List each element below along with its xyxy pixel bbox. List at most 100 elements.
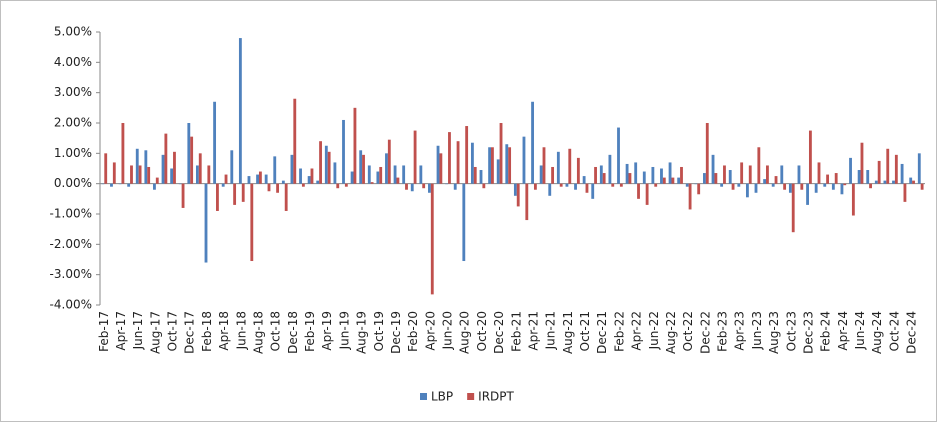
- x-tick-label: Jun-17: [131, 311, 145, 350]
- bar: [840, 183, 844, 195]
- bar: [301, 183, 305, 187]
- bar: [491, 147, 494, 184]
- x-tick-label: Feb-21: [509, 311, 523, 352]
- x-tick-label: Dec-18: [286, 311, 300, 354]
- x-tick-label: Aug-19: [355, 311, 369, 354]
- bar: [763, 179, 767, 184]
- bar: [866, 170, 870, 184]
- bar: [430, 183, 434, 295]
- bar: [617, 127, 620, 184]
- bar: [599, 165, 603, 184]
- bar: [651, 166, 655, 184]
- bar: [376, 171, 380, 184]
- bar: [806, 183, 809, 205]
- bar: [413, 130, 417, 184]
- bar: [198, 153, 202, 184]
- x-tick-label: Apr-23: [733, 311, 747, 351]
- x-tick-label: Oct-17: [166, 311, 180, 351]
- x-tick-label: Jun-23: [750, 311, 764, 350]
- x-tick-label: Apr-18: [217, 311, 231, 351]
- x-tick-label: Dec-19: [389, 311, 403, 354]
- bar: [780, 165, 784, 184]
- x-tick-label: Jun-20: [441, 311, 455, 350]
- bar: [187, 123, 191, 184]
- bar: [585, 183, 589, 193]
- bar: [448, 132, 451, 184]
- bar: [396, 177, 400, 184]
- bar: [685, 183, 689, 187]
- bar: [319, 141, 322, 184]
- bar: [668, 162, 672, 184]
- x-tick-label: Jun-22: [647, 311, 661, 350]
- bar: [170, 168, 174, 184]
- x-tick-label: Apr-20: [423, 311, 437, 351]
- bar: [470, 142, 474, 184]
- bar: [582, 176, 586, 184]
- legend-swatch: [420, 393, 427, 400]
- bar: [516, 183, 520, 207]
- bar: [147, 166, 151, 184]
- x-tick-label: Apr-22: [630, 311, 644, 351]
- bar: [465, 126, 469, 184]
- legend-label: IRDPT: [478, 390, 514, 404]
- bar: [662, 177, 666, 184]
- bar: [181, 183, 185, 208]
- bar: [281, 180, 285, 184]
- bar: [791, 183, 795, 233]
- x-tick-label: Oct-22: [681, 311, 695, 351]
- bar: [307, 176, 311, 184]
- y-tick-label: 1.00%: [54, 146, 92, 160]
- bar: [788, 183, 792, 193]
- x-tick-label: Jun-18: [234, 311, 248, 350]
- bar: [677, 177, 681, 184]
- bar: [405, 183, 408, 190]
- bar: [594, 166, 597, 184]
- bar: [118, 183, 122, 185]
- y-tick-label: 2.00%: [54, 116, 92, 130]
- bar: [256, 174, 259, 184]
- bar: [499, 123, 503, 184]
- x-tick-label: Apr-21: [526, 311, 540, 351]
- bar: [110, 183, 113, 187]
- x-tick-label: Oct-23: [784, 311, 798, 351]
- x-tick-label: Aug-21: [561, 311, 575, 354]
- bar: [250, 183, 254, 262]
- bar: [276, 183, 280, 193]
- bar: [748, 165, 752, 184]
- bar: [757, 147, 761, 184]
- bar: [310, 168, 314, 184]
- bar: [539, 165, 543, 184]
- bar: [419, 165, 423, 184]
- bar: [860, 142, 864, 184]
- bar: [611, 183, 615, 187]
- bar: [522, 136, 526, 184]
- bar: [771, 183, 775, 187]
- x-tick-label: Aug-23: [767, 311, 781, 354]
- bar: [422, 183, 426, 189]
- legend-label: LBP: [431, 390, 453, 404]
- bar: [233, 183, 237, 205]
- bar: [886, 148, 890, 184]
- x-tick-label: Dec-17: [183, 311, 197, 354]
- x-tick-label: Aug-20: [458, 311, 472, 354]
- bar: [849, 157, 852, 184]
- bar: [703, 173, 706, 184]
- bar: [173, 151, 176, 184]
- x-tick-label: Dec-24: [905, 311, 919, 354]
- bar: [436, 145, 440, 184]
- bar: [353, 107, 357, 184]
- bar: [783, 183, 787, 190]
- bar: [336, 183, 340, 189]
- y-tick-label: -2.00%: [50, 237, 92, 251]
- bar: [642, 171, 646, 184]
- bar: [654, 183, 658, 187]
- bar: [883, 180, 887, 184]
- bar: [121, 123, 125, 184]
- bar: [766, 165, 769, 184]
- bar: [324, 145, 328, 184]
- bar: [161, 154, 165, 184]
- bar: [697, 183, 701, 195]
- bar: [808, 130, 812, 184]
